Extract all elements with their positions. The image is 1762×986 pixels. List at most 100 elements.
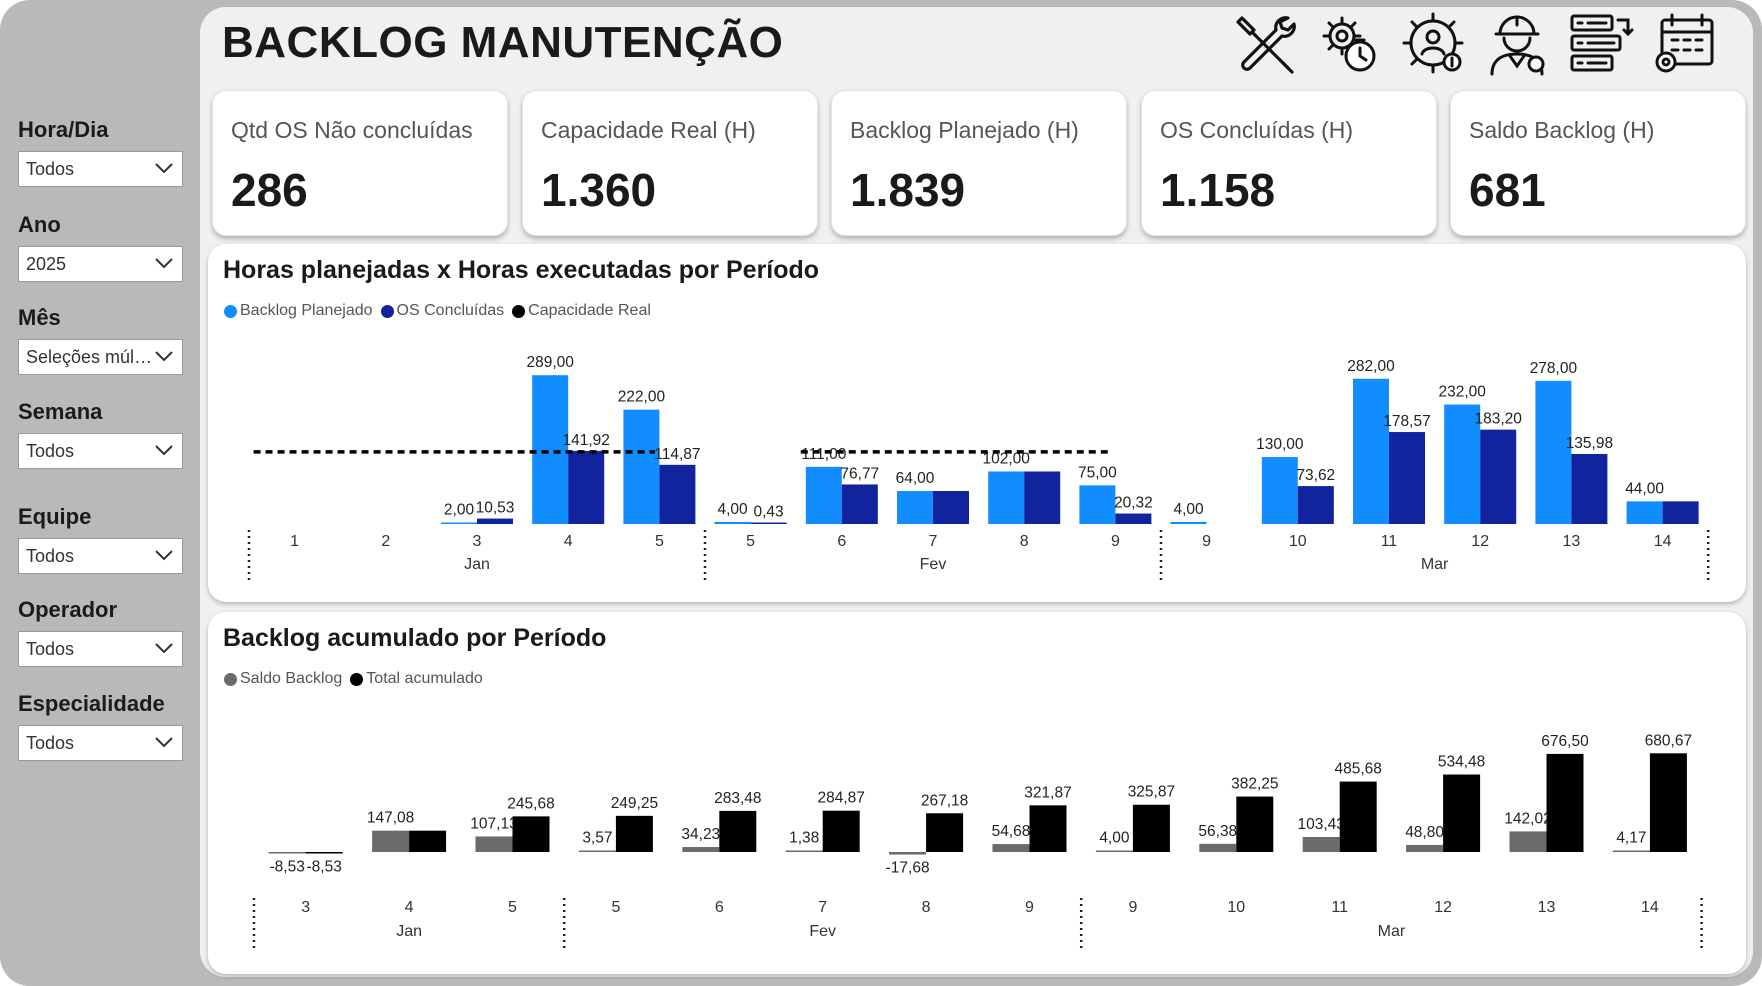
slicer-ano: Ano 2025 — [18, 210, 183, 282]
month-label: Jan — [396, 923, 422, 940]
data-label: 103,43 — [1297, 816, 1344, 833]
chevron-down-icon — [155, 643, 173, 654]
slicer-title: Semana — [18, 399, 103, 424]
x-tick-label: 1 — [290, 533, 299, 550]
bar-saldo-backlog — [1302, 837, 1340, 852]
data-label: 20,32 — [1114, 495, 1153, 512]
data-label: 325,87 — [1128, 784, 1175, 801]
kpi-card-backlog-planejado[interactable]: Backlog Planejado (H) 1.839 — [831, 90, 1127, 236]
x-tick-label: 8 — [922, 899, 931, 916]
chevron-down-icon — [155, 258, 173, 269]
bar-os-concluidas — [933, 491, 969, 524]
bar-total-acumulado — [1546, 753, 1584, 852]
slicer-value: Todos — [26, 546, 75, 566]
legend-item[interactable]: Saldo Backlog — [224, 670, 342, 688]
legend-dot — [512, 304, 526, 318]
data-label: 289,00 — [526, 354, 574, 371]
data-label: 284,87 — [817, 790, 864, 807]
bar-saldo-backlog — [785, 850, 823, 852]
x-tick-label: 14 — [1641, 899, 1659, 916]
kpi-card-qtd-os[interactable]: Qtd OS Não concluídas 286 — [212, 90, 508, 236]
data-label: 76,77 — [840, 465, 879, 482]
chart-card-backlog-acumulado[interactable]: Backlog acumulado por Período Saldo Back… — [208, 612, 1746, 974]
bar-total-acumulado — [1649, 753, 1687, 852]
data-label: 1,38 — [789, 830, 819, 847]
data-label: 10,53 — [476, 500, 515, 517]
bar-os-concluidas — [1115, 513, 1152, 524]
data-label: 680,67 — [1645, 732, 1692, 749]
bar-backlog-planejado — [1353, 378, 1389, 524]
data-label: 485,68 — [1334, 761, 1381, 778]
bar-backlog-planejado — [1444, 404, 1481, 524]
slicer-dropdown[interactable]: 2025 — [18, 246, 183, 282]
bar-backlog-planejado — [1535, 380, 1572, 524]
x-tick-label: 12 — [1471, 533, 1489, 550]
slicer-dropdown[interactable]: Todos — [18, 538, 183, 574]
x-tick-label: 5 — [746, 533, 755, 550]
kpi-card-os-concluidas[interactable]: OS Concluídas (H) 1.158 — [1141, 90, 1437, 236]
bar-backlog-planejado — [1261, 457, 1298, 524]
bar-backlog-planejado — [1626, 501, 1663, 524]
data-label: 75,00 — [1078, 464, 1117, 481]
x-tick-label: 12 — [1434, 899, 1452, 916]
x-tick-label: 6 — [837, 533, 846, 550]
bar-os-concluidas — [1024, 471, 1061, 524]
data-label: 4,17 — [1616, 830, 1646, 847]
legend-item[interactable]: Capacidade Real — [512, 302, 651, 320]
data-label: 232,00 — [1438, 384, 1486, 401]
legend-label: OS Concluídas — [396, 302, 505, 319]
bar-os-concluidas — [1297, 486, 1334, 524]
x-tick-label: 5 — [655, 533, 664, 550]
slicer-dropdown[interactable]: Todos — [18, 151, 183, 187]
data-label: 2,00 — [444, 502, 475, 519]
x-tick-label: 14 — [1654, 533, 1672, 550]
kpi-value: 681 — [1469, 164, 1546, 216]
slicer-semana: Semana Todos — [18, 397, 183, 469]
slicer-title: Equipe — [18, 504, 92, 529]
slicer-dropdown[interactable]: Seleções múltiplas — [18, 339, 183, 375]
bar-backlog-planejado — [623, 409, 660, 524]
kpi-label: Capacidade Real (H) — [541, 117, 756, 143]
slicer-title: Especialidade — [18, 691, 165, 716]
kpi-label: Qtd OS Não concluídas — [231, 117, 473, 143]
data-label: 114,87 — [654, 446, 700, 463]
chart-title: Horas planejadas x Horas executadas por … — [223, 256, 820, 284]
bar-total-acumulado — [1339, 781, 1377, 852]
bar-backlog-planejado — [714, 521, 751, 524]
slicer-dropdown[interactable]: Todos — [18, 725, 183, 761]
bar-backlog-planejado — [1170, 521, 1207, 524]
page-title: BACKLOG MANUTENÇÃO — [222, 18, 784, 67]
legend-item[interactable]: Total acumulado — [350, 670, 483, 688]
data-label: 44,00 — [1625, 480, 1664, 497]
x-tick-label: 6 — [715, 899, 724, 916]
bar-saldo-backlog — [992, 844, 1030, 852]
x-tick-label: 11 — [1331, 899, 1348, 916]
chevron-down-icon — [155, 351, 173, 362]
x-tick-label: 7 — [818, 899, 827, 916]
x-tick-label: 3 — [473, 533, 482, 550]
legend-item[interactable]: Backlog Planejado — [224, 302, 373, 320]
slicer-value: 2025 — [26, 254, 67, 274]
kpi-card-capacidade-real[interactable]: Capacidade Real (H) 1.360 — [522, 90, 818, 236]
bar-saldo-backlog — [268, 852, 306, 854]
slicer-mes: Mês Seleções múltiplas — [18, 303, 183, 375]
month-label: Fev — [920, 556, 947, 573]
slicer-dropdown[interactable]: Todos — [18, 433, 183, 469]
kpi-card-saldo-backlog[interactable]: Saldo Backlog (H) 681 — [1450, 90, 1746, 236]
month-label: Fev — [809, 923, 836, 940]
slicer-dropdown[interactable]: Todos — [18, 631, 183, 667]
data-label: 4,00 — [718, 501, 749, 518]
data-label: 534,48 — [1438, 754, 1485, 771]
bar-total-acumulado — [1443, 774, 1481, 852]
chart-card-horas[interactable]: Horas planejadas x Horas executadas por … — [208, 244, 1746, 602]
data-label: 249,25 — [611, 795, 658, 812]
bar-total-acumulado — [512, 816, 550, 852]
legend-item[interactable]: OS Concluídas — [380, 302, 505, 320]
bar-os-concluidas — [750, 522, 787, 524]
slicer-value: Todos — [26, 639, 75, 659]
legend-label: Total acumulado — [366, 670, 483, 687]
x-tick-label: 5 — [508, 899, 517, 916]
bar-total-acumulado — [1236, 796, 1274, 852]
chevron-down-icon — [155, 737, 173, 748]
gear-person-icon — [1400, 10, 1466, 76]
